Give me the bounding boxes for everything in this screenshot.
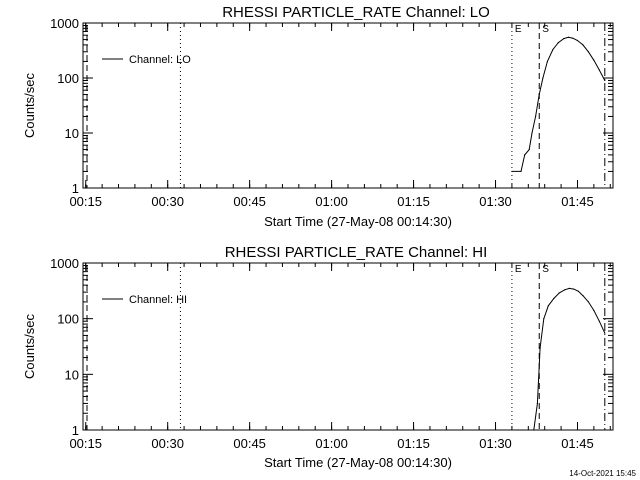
data-point xyxy=(536,402,539,405)
timestamp-label: 14-Oct-2021 15:45 xyxy=(569,469,636,478)
data-point xyxy=(558,292,560,294)
data-point xyxy=(553,297,555,300)
data-point xyxy=(567,36,569,38)
data-point xyxy=(547,305,549,307)
y-tick-label: 1000 xyxy=(50,256,79,271)
data-point xyxy=(577,290,579,292)
x-tick-label: 01:15 xyxy=(397,436,430,451)
data-point xyxy=(598,320,600,322)
x-tick-label: 00:15 xyxy=(69,436,102,451)
x-tick-label: 01:00 xyxy=(315,436,348,451)
data-point xyxy=(587,51,590,53)
x-tick-label: 01:30 xyxy=(479,194,512,209)
data-point xyxy=(546,60,549,63)
data-point xyxy=(587,301,590,303)
data-point xyxy=(563,38,565,40)
data-point xyxy=(593,309,595,312)
x-tick-label: 00:30 xyxy=(151,436,184,451)
y-tick-label: 10 xyxy=(65,126,79,141)
x-tick-label: 00:15 xyxy=(69,194,102,209)
y-tick-label: 10 xyxy=(65,367,79,382)
x-tick-label: 01:30 xyxy=(479,436,512,451)
data-point xyxy=(539,347,541,349)
chart-panel-lo: RHESSI PARTICLE_RATE Channel: LO 1 10 100 10… xyxy=(22,4,614,229)
data-point xyxy=(604,332,606,334)
x-tick-label: 01:45 xyxy=(561,436,594,451)
data-point xyxy=(528,148,530,151)
plot-frame xyxy=(82,22,614,189)
data-point xyxy=(543,318,545,320)
data-point xyxy=(582,294,584,297)
event-marker-label: S xyxy=(542,264,549,275)
data-point xyxy=(520,170,522,173)
data-point xyxy=(542,77,544,79)
x-tick-label: 01:45 xyxy=(561,194,594,209)
event-marker-label: S xyxy=(542,24,549,35)
data-point xyxy=(538,93,540,96)
data-point xyxy=(598,69,600,71)
x-axis-label: Start Time (27-May-08 00:14:30) xyxy=(264,214,452,229)
data-point xyxy=(604,79,606,82)
data-point xyxy=(511,170,513,173)
event-marker-label: E xyxy=(515,24,522,35)
x-tick-label: 00:45 xyxy=(233,194,266,209)
legend-label: Channel: HI xyxy=(129,294,187,306)
data-point xyxy=(593,59,595,61)
data-point xyxy=(568,287,570,289)
data-point xyxy=(524,154,526,156)
data-point xyxy=(564,289,566,291)
y-tick-label: 100 xyxy=(57,312,79,327)
data-point xyxy=(531,132,533,134)
data-point xyxy=(534,115,537,118)
x-tick-label: 00:45 xyxy=(233,436,266,451)
series-line xyxy=(533,287,606,431)
chart-panel-hi: RHESSI PARTICLE_RATE Channel: HI 1 10 100 10… xyxy=(22,244,614,470)
x-tick-label: 01:15 xyxy=(397,194,430,209)
data-point xyxy=(572,37,574,39)
y-tick-label: 1 xyxy=(72,423,79,438)
data-point xyxy=(557,42,559,44)
data-point xyxy=(533,429,535,431)
x-axis-label: Start Time (27-May-08 00:14:30) xyxy=(264,455,452,470)
y-tick-label: 100 xyxy=(57,71,79,86)
x-tick-label: 01:00 xyxy=(315,194,348,209)
data-point xyxy=(582,44,584,46)
data-point xyxy=(576,39,579,42)
chart-title: RHESSI PARTICLE_RATE Channel: LO xyxy=(222,4,490,21)
series-line xyxy=(511,36,606,172)
y-axis-label: Counts/sec xyxy=(22,313,37,379)
y-tick-label: 1 xyxy=(72,181,79,196)
data-point xyxy=(552,48,554,51)
y-axis-label: Counts/sec xyxy=(22,72,37,138)
chart-title: RHESSI PARTICLE_RATE Channel: HI xyxy=(225,244,488,261)
y-tick-label: 1000 xyxy=(50,16,79,31)
plot-frame xyxy=(82,262,614,431)
legend-label: Channel: LO xyxy=(129,54,191,66)
data-point xyxy=(573,288,575,290)
event-marker-label: E xyxy=(515,264,522,275)
x-tick-label: 00:30 xyxy=(151,194,184,209)
